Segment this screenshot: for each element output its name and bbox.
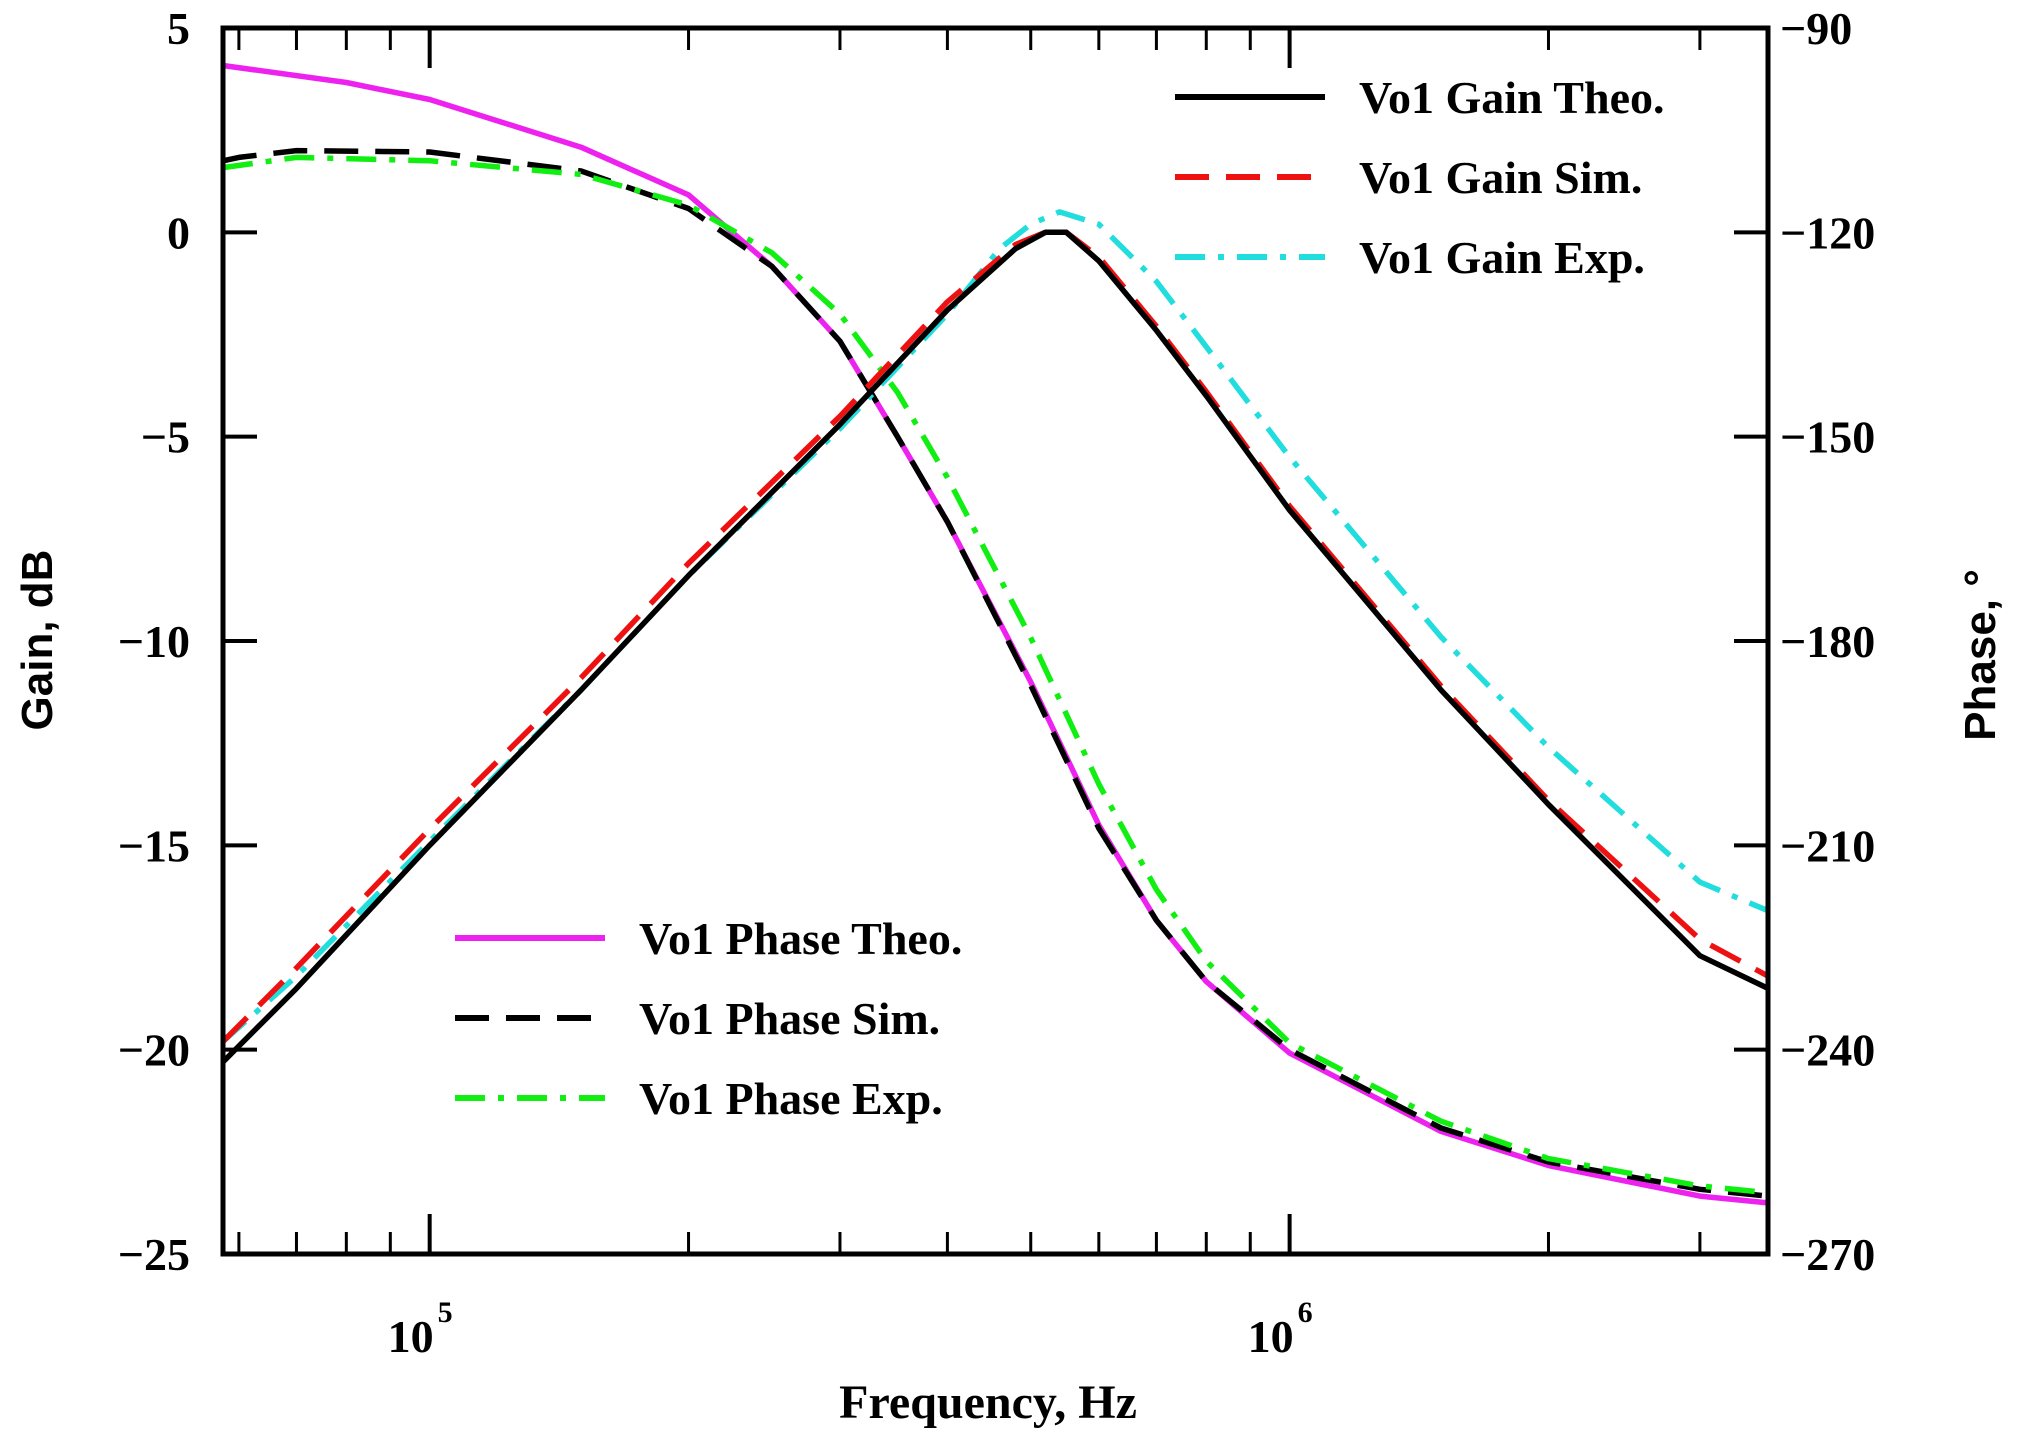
y-left-tick-label: −15 [118, 820, 190, 871]
legend-phase: Vo1 Phase Theo. Vo1 Phase Sim. Vo1 Phase E… [455, 913, 962, 1124]
legend-label: Vo1 Gain Exp. [1359, 232, 1645, 283]
series-line-vo1-phase-exp [222, 154, 1769, 1196]
y-right-tick-label: −120 [1780, 207, 1875, 258]
y-left-tick-label: 5 [167, 3, 190, 54]
x-tick-label-exponent: 6 [1298, 1296, 1313, 1329]
y-left-tick-label: −5 [141, 412, 190, 463]
y-left-tick-label: −25 [118, 1229, 190, 1280]
series-layer [221, 62, 1770, 1206]
legend-gain: Vo1 Gain Theo. Vo1 Gain Sim. Vo1 Gain Exp. [1175, 72, 1665, 283]
series-line-vo1-gain-exp [221, 209, 1770, 1044]
series-line-vo1-phase-sim [222, 147, 1769, 1199]
legend-label: Vo1 Phase Theo. [639, 913, 962, 964]
x-axis-title: Frequency, Hz [839, 1376, 1137, 1429]
y-right-tick-label: −210 [1780, 820, 1875, 871]
legend-label: Vo1 Gain Sim. [1359, 152, 1642, 203]
x-tick-label-exponent: 5 [438, 1296, 453, 1329]
legend-label: Vo1 Phase Exp. [639, 1073, 943, 1124]
y-left-tick-label: −10 [118, 616, 190, 667]
x-minor-ticks [237, 28, 1702, 1254]
y-right-tick-label: −270 [1780, 1229, 1875, 1280]
legend-label: Vo1 Phase Sim. [639, 993, 940, 1044]
series-line-vo1-gain-sim [221, 229, 1770, 1044]
y-left-tick-label: 0 [167, 207, 190, 258]
y-right-tick-label: −90 [1780, 3, 1852, 54]
y-right-tick-label: −180 [1780, 616, 1875, 667]
y-axis-title-left: Gain, dB [13, 550, 62, 731]
y-right-tick-label: −240 [1780, 1025, 1875, 1076]
x-tick-labels: 10 5 10 6 [388, 1296, 1313, 1362]
plot-frame [220, 25, 1771, 1257]
x-tick-label-base: 10 [388, 1311, 434, 1362]
legend-label: Vo1 Gain Theo. [1359, 72, 1665, 123]
y-right-tick-label: −150 [1780, 412, 1875, 463]
x-tick-label-base: 10 [1248, 1311, 1294, 1362]
y-left-tick-label: −20 [118, 1025, 190, 1076]
y-axis-title-right: Phase, ° [1956, 569, 2005, 741]
y-ticks: 5 0 −5 −10 −15 −20 −25 −90 −120 −150 −180 −210 −240 −… [118, 3, 1875, 1280]
series-line-vo1-gain-theo [221, 229, 1770, 1064]
